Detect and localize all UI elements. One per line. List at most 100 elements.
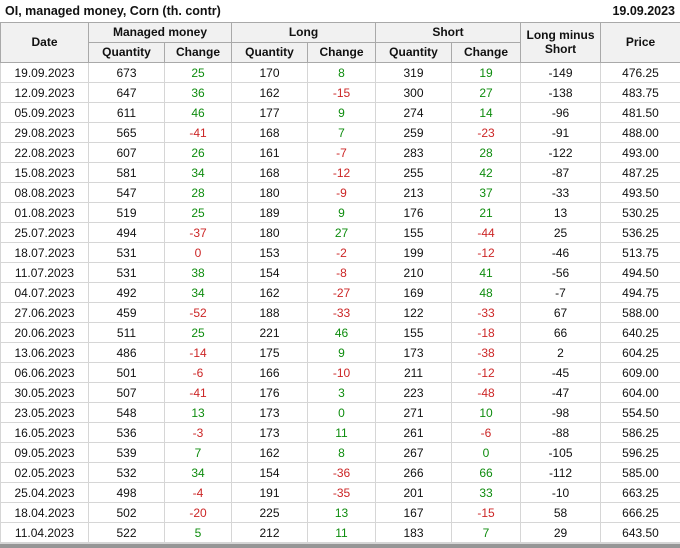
price-cell: 663.25 [600, 482, 680, 503]
header-short-change: Change [451, 42, 522, 63]
long-change-cell: -9 [306, 182, 377, 203]
mm-quantity-cell: 581 [88, 162, 165, 183]
short-change-cell: 37 [451, 182, 522, 203]
price-cell: 604.25 [600, 342, 680, 363]
mm-change-cell: 34 [164, 162, 232, 183]
table-row: 19.09.2023 673 25 170 8 319 19 -149 476.… [0, 62, 680, 83]
date-cell: 04.07.2023 [0, 282, 89, 303]
mm-change-cell: 13 [164, 402, 232, 423]
table-row: 11.04.2023 522 5 212 11 183 7 29 643.50 [0, 522, 680, 543]
long-quantity-cell: 168 [231, 162, 308, 183]
long-minus-short-cell: -56 [520, 262, 602, 283]
mm-quantity-cell: 611 [88, 102, 165, 123]
short-quantity-cell: 183 [375, 522, 453, 543]
long-minus-short-cell: 25 [520, 222, 602, 243]
bottom-partial-row [0, 543, 680, 548]
long-change-cell: 27 [306, 222, 377, 243]
long-minus-short-cell: 58 [520, 502, 602, 523]
table-row: 15.08.2023 581 34 168 -12 255 42 -87 487… [0, 162, 680, 183]
long-quantity-cell: 166 [231, 362, 308, 383]
mm-quantity-cell: 486 [88, 342, 165, 363]
price-cell: 643.50 [600, 522, 680, 543]
price-cell: 586.25 [600, 422, 680, 443]
short-quantity-cell: 255 [375, 162, 453, 183]
long-change-cell: -10 [306, 362, 377, 383]
mm-quantity-cell: 547 [88, 182, 165, 203]
short-change-cell: 19 [451, 62, 522, 83]
date-cell: 19.09.2023 [0, 62, 89, 83]
long-change-cell: -12 [306, 162, 377, 183]
date-cell: 18.04.2023 [0, 502, 89, 523]
table-row: 25.07.2023 494 -37 180 27 155 -44 25 536… [0, 222, 680, 243]
table-row: 16.05.2023 536 -3 173 11 261 -6 -88 586.… [0, 422, 680, 443]
mm-quantity-cell: 532 [88, 462, 165, 483]
short-quantity-cell: 201 [375, 482, 453, 503]
header-mm-change: Change [164, 42, 232, 63]
short-quantity-cell: 155 [375, 222, 453, 243]
long-change-cell: 9 [306, 202, 377, 223]
short-change-cell: -18 [451, 322, 522, 343]
mm-change-cell: 36 [164, 82, 232, 103]
header-date: Date [0, 22, 89, 63]
price-cell: 585.00 [600, 462, 680, 483]
titlebar: OI, managed money, Corn (th. contr) 19.0… [0, 0, 680, 22]
mm-quantity-cell: 548 [88, 402, 165, 423]
short-change-cell: -6 [451, 422, 522, 443]
long-minus-short-cell: 2 [520, 342, 602, 363]
date-cell: 16.05.2023 [0, 422, 89, 443]
header-short-quantity: Quantity [375, 42, 453, 63]
short-change-cell: -12 [451, 242, 522, 263]
long-change-cell: 46 [306, 322, 377, 343]
long-quantity-cell: 189 [231, 202, 308, 223]
long-quantity-cell: 175 [231, 342, 308, 363]
short-change-cell: -48 [451, 382, 522, 403]
mm-quantity-cell: 507 [88, 382, 165, 403]
mm-quantity-cell: 459 [88, 302, 165, 323]
short-change-cell: 0 [451, 442, 522, 463]
long-quantity-cell: 162 [231, 282, 308, 303]
long-change-cell: 11 [306, 422, 377, 443]
long-quantity-cell: 225 [231, 502, 308, 523]
long-minus-short-cell: 29 [520, 522, 602, 543]
short-change-cell: -12 [451, 362, 522, 383]
table-row: 11.07.2023 531 38 154 -8 210 41 -56 494.… [0, 262, 680, 283]
short-change-cell: 42 [451, 162, 522, 183]
table-row: 23.05.2023 548 13 173 0 271 10 -98 554.5… [0, 402, 680, 423]
date-cell: 11.04.2023 [0, 522, 89, 543]
long-quantity-cell: 173 [231, 422, 308, 443]
short-change-cell: -23 [451, 122, 522, 143]
long-change-cell: -27 [306, 282, 377, 303]
date-cell: 12.09.2023 [0, 82, 89, 103]
mm-quantity-cell: 494 [88, 222, 165, 243]
mm-change-cell: 38 [164, 262, 232, 283]
long-quantity-cell: 221 [231, 322, 308, 343]
short-change-cell: -38 [451, 342, 522, 363]
table-row: 05.09.2023 611 46 177 9 274 14 -96 481.5… [0, 102, 680, 123]
price-cell: 493.50 [600, 182, 680, 203]
mm-change-cell: -4 [164, 482, 232, 503]
long-change-cell: -15 [306, 82, 377, 103]
short-change-cell: -15 [451, 502, 522, 523]
long-quantity-cell: 161 [231, 142, 308, 163]
short-change-cell: 48 [451, 282, 522, 303]
short-change-cell: 14 [451, 102, 522, 123]
long-quantity-cell: 154 [231, 262, 308, 283]
long-minus-short-cell: 13 [520, 202, 602, 223]
long-quantity-cell: 162 [231, 442, 308, 463]
mm-change-cell: -6 [164, 362, 232, 383]
long-minus-short-cell: -33 [520, 182, 602, 203]
mm-quantity-cell: 498 [88, 482, 165, 503]
short-change-cell: 7 [451, 522, 522, 543]
long-minus-short-cell: 67 [520, 302, 602, 323]
short-quantity-cell: 169 [375, 282, 453, 303]
mm-quantity-cell: 531 [88, 262, 165, 283]
long-quantity-cell: 180 [231, 182, 308, 203]
mm-quantity-cell: 647 [88, 82, 165, 103]
price-cell: 487.25 [600, 162, 680, 183]
short-change-cell: 10 [451, 402, 522, 423]
short-change-cell: -33 [451, 302, 522, 323]
table-row: 02.05.2023 532 34 154 -36 266 66 -112 58… [0, 462, 680, 483]
long-minus-short-cell: -7 [520, 282, 602, 303]
header-managed-money: Managed money [88, 22, 232, 43]
long-change-cell: -7 [306, 142, 377, 163]
